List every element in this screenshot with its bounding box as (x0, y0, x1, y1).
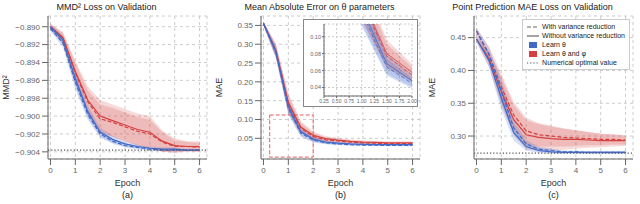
svg-text:4: 4 (361, 166, 366, 175)
svg-text:0.25: 0.25 (237, 59, 253, 68)
svg-text:1.50: 1.50 (382, 98, 392, 104)
svg-text:1.25: 1.25 (369, 98, 379, 104)
svg-text:0.20: 0.20 (237, 78, 253, 87)
svg-text:Epoch: Epoch (541, 178, 567, 188)
svg-text:6: 6 (623, 166, 628, 175)
svg-text:MAE: MAE (427, 78, 437, 98)
svg-text:0.35: 0.35 (237, 21, 253, 30)
html-text:(c): (c) (548, 190, 559, 200)
svg-text:−0.898: −0.898 (15, 94, 40, 103)
svg-text:0.08: 0.08 (310, 51, 321, 57)
svg-text:MMD²: MMD² (8, 75, 11, 100)
svg-text:0: 0 (261, 166, 266, 175)
svg-text:0.25: 0.25 (319, 98, 329, 104)
svg-text:2: 2 (311, 166, 316, 175)
svg-text:2: 2 (98, 166, 103, 175)
html-text:(b): (b) (335, 190, 346, 200)
svg-text:0.40: 0.40 (450, 66, 466, 75)
svg-text:2.00: 2.00 (407, 98, 417, 104)
svg-text:MAE: MAE (214, 78, 224, 98)
svg-text:5: 5 (385, 166, 390, 175)
svg-text:−0.902: −0.902 (15, 130, 40, 139)
html-text:Numerical optimal value: Numerical optimal value (542, 59, 617, 66)
svg-text:2: 2 (524, 166, 529, 175)
svg-text:−0.894: −0.894 (15, 58, 40, 67)
svg-text:3: 3 (549, 166, 554, 175)
svg-text:0.10: 0.10 (237, 115, 253, 124)
svg-text:3: 3 (336, 166, 341, 175)
svg-text:−0.900: −0.900 (15, 112, 40, 121)
html-text:Mean Absolute Error on θ param: Mean Absolute Error on θ parameters (244, 2, 395, 12)
svg-text:−0.896: −0.896 (15, 76, 40, 85)
svg-text:−0.890: −0.890 (15, 23, 40, 32)
svg-text:1.75: 1.75 (395, 98, 405, 104)
html-text:MMD² Loss on Validation: MMD² Loss on Validation (56, 2, 157, 12)
svg-text:6: 6 (410, 166, 415, 175)
svg-text:1: 1 (286, 166, 291, 175)
svg-text:0.04: 0.04 (310, 84, 321, 90)
svg-text:0.10: 0.10 (310, 34, 321, 40)
svg-text:6: 6 (197, 166, 202, 175)
svg-text:0.75: 0.75 (344, 98, 354, 104)
svg-text:0.05: 0.05 (237, 134, 253, 143)
svg-text:0.45: 0.45 (450, 33, 466, 42)
svg-text:0.30: 0.30 (237, 40, 253, 49)
html-text:With variance reduction: With variance reduction (542, 23, 616, 30)
svg-text:3: 3 (123, 166, 128, 175)
html-text:(a): (a) (122, 190, 133, 200)
svg-text:1: 1 (499, 166, 504, 175)
svg-text:1: 1 (73, 166, 78, 175)
svg-text:5: 5 (172, 166, 177, 175)
svg-text:Epoch: Epoch (115, 178, 141, 188)
html-text:Learn θ: Learn θ (542, 41, 566, 48)
svg-text:0.30: 0.30 (450, 132, 466, 141)
svg-text:−0.904: −0.904 (15, 148, 40, 157)
html-text:Without variance reduction: Without variance reduction (542, 32, 625, 39)
svg-text:0.06: 0.06 (310, 68, 321, 74)
svg-text:0.15: 0.15 (237, 97, 253, 106)
svg-text:1.00: 1.00 (357, 98, 367, 104)
html-text:Learn θ and φ: Learn θ and φ (542, 50, 586, 57)
svg-text:0: 0 (474, 166, 479, 175)
svg-text:−0.892: −0.892 (15, 40, 40, 49)
svg-text:0: 0 (48, 166, 53, 175)
svg-text:5: 5 (598, 166, 603, 175)
svg-text:0.35: 0.35 (450, 99, 466, 108)
html-text:Point Prediction MAE Loss on V: Point Prediction MAE Loss on Validation (452, 2, 613, 12)
svg-text:0.50: 0.50 (332, 98, 342, 104)
svg-text:4: 4 (574, 166, 579, 175)
svg-text:4: 4 (148, 166, 153, 175)
svg-text:Epoch: Epoch (328, 178, 354, 188)
